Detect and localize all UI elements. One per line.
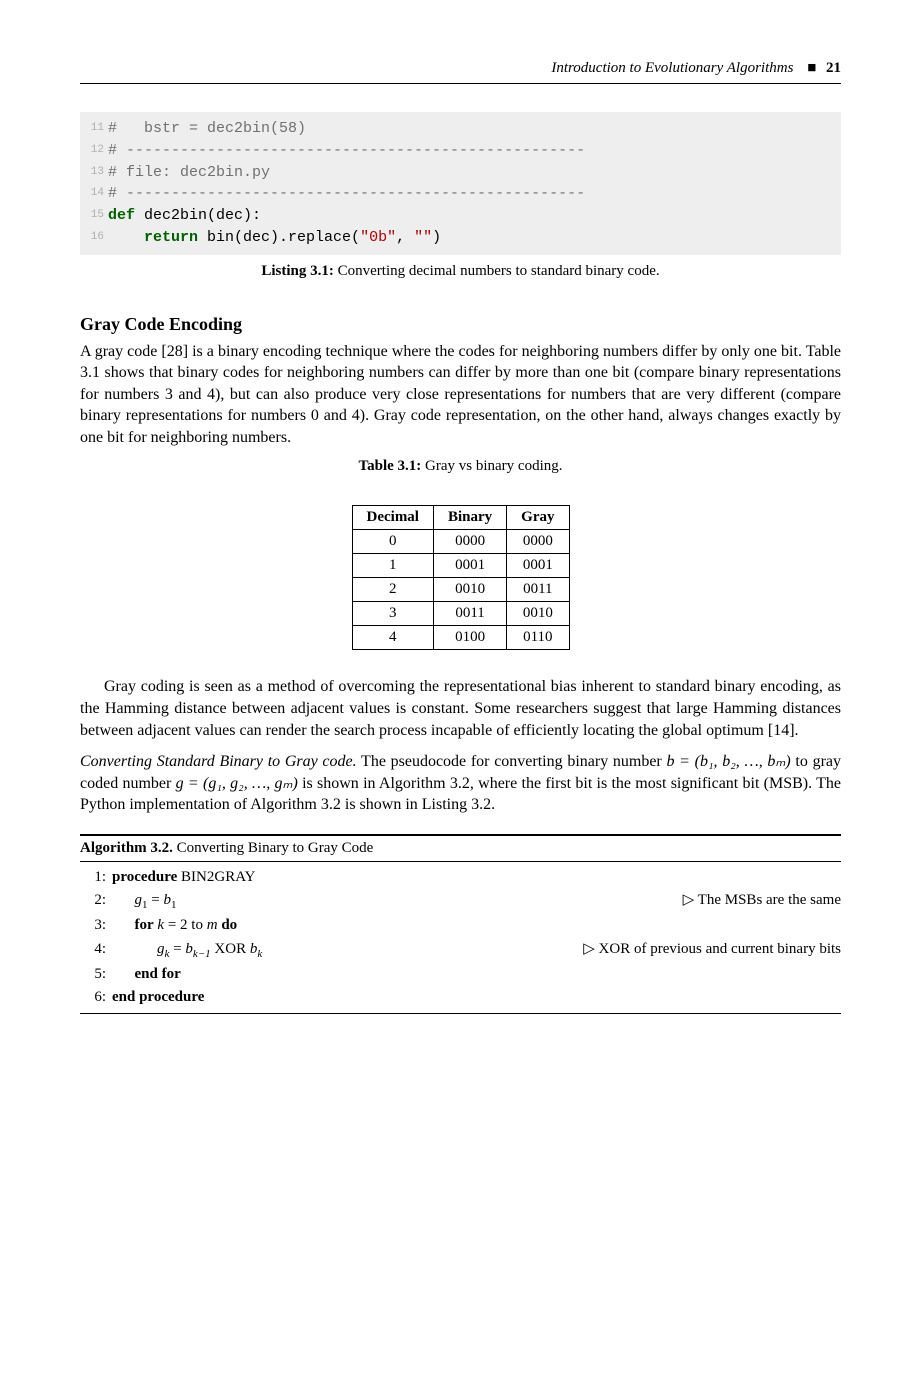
table-row: 300110010 [352,602,569,626]
paragraph-2: Gray coding is seen as a method of overc… [80,676,841,741]
code-line: 12# ------------------------------------… [80,140,841,162]
algorithm-line: 2: g1 = b1▷ The MSBs are the same [80,889,841,914]
table-cell: 0000 [433,530,506,554]
table-header-cell: Decimal [352,506,433,530]
table-row: 100010001 [352,554,569,578]
section-heading: Gray Code Encoding [80,314,841,335]
table-cell: 1 [352,554,433,578]
code-line: 14# ------------------------------------… [80,183,841,205]
code-line: 16 return bin(dec).replace("0b", "") [80,227,841,249]
table-caption-label: Table 3.1: [358,458,421,474]
algorithm-line: 1:procedure BIN2GRAY [80,866,841,889]
algorithm-line: 6:end procedure [80,986,841,1009]
table-caption-text: Gray vs binary coding. [421,458,562,474]
code-line: 15def dec2bin(dec): [80,205,841,227]
algorithm-title-text: Converting Binary to Gray Code [173,840,373,856]
table-cell: 0011 [507,578,569,602]
algorithm-block: Algorithm 3.2. Converting Binary to Gray… [80,834,841,1014]
table-cell: 0100 [433,626,506,650]
table-cell: 0110 [507,626,569,650]
table-cell: 0010 [507,602,569,626]
listing-label: Listing 3.1: [261,263,334,279]
algorithm-title: Algorithm 3.2. Converting Binary to Gray… [80,836,841,861]
table-row: 401000110 [352,626,569,650]
table-cell: 0000 [507,530,569,554]
table-row: 200100011 [352,578,569,602]
table-cell: 0001 [433,554,506,578]
table-cell: 0001 [507,554,569,578]
algorithm-line: 4: gk = bk−1 XOR bk▷ XOR of previous and… [80,938,841,963]
code-line: 13# file: dec2bin.py [80,162,841,184]
table-header-row: DecimalBinaryGray [352,506,569,530]
code-line: 11# bstr = dec2bin(58) [80,118,841,140]
algorithm-line: 5: end for [80,963,841,986]
algorithm-line: 3: for k = 2 to m do [80,914,841,937]
paragraph-3: Converting Standard Binary to Gray code.… [80,751,841,816]
algorithm-label: Algorithm 3.2. [80,840,173,856]
paragraph-1: A gray code [28] is a binary encoding te… [80,341,841,449]
header-page: 21 [826,60,841,76]
listing-caption: Listing 3.1: Converting decimal numbers … [80,263,841,280]
header-title: Introduction to Evolutionary Algorithms [551,60,793,76]
table-cell: 0011 [433,602,506,626]
running-header: Introduction to Evolutionary Algorithms … [80,60,841,84]
gray-binary-table: DecimalBinaryGray 0000000001000100012001… [352,505,570,650]
table-header-cell: Gray [507,506,569,530]
table-cell: 3 [352,602,433,626]
table-cell: 0010 [433,578,506,602]
run-in-heading: Converting Standard Binary to Gray code. [80,753,357,770]
code-listing: 11# bstr = dec2bin(58)12# --------------… [80,112,841,255]
listing-text: Converting decimal numbers to standard b… [334,263,660,279]
table-row: 000000000 [352,530,569,554]
header-square: ■ [807,60,816,76]
table-header-cell: Binary [433,506,506,530]
table-caption: Table 3.1: Gray vs binary coding. [80,458,841,475]
table-cell: 2 [352,578,433,602]
table-cell: 4 [352,626,433,650]
table-cell: 0 [352,530,433,554]
